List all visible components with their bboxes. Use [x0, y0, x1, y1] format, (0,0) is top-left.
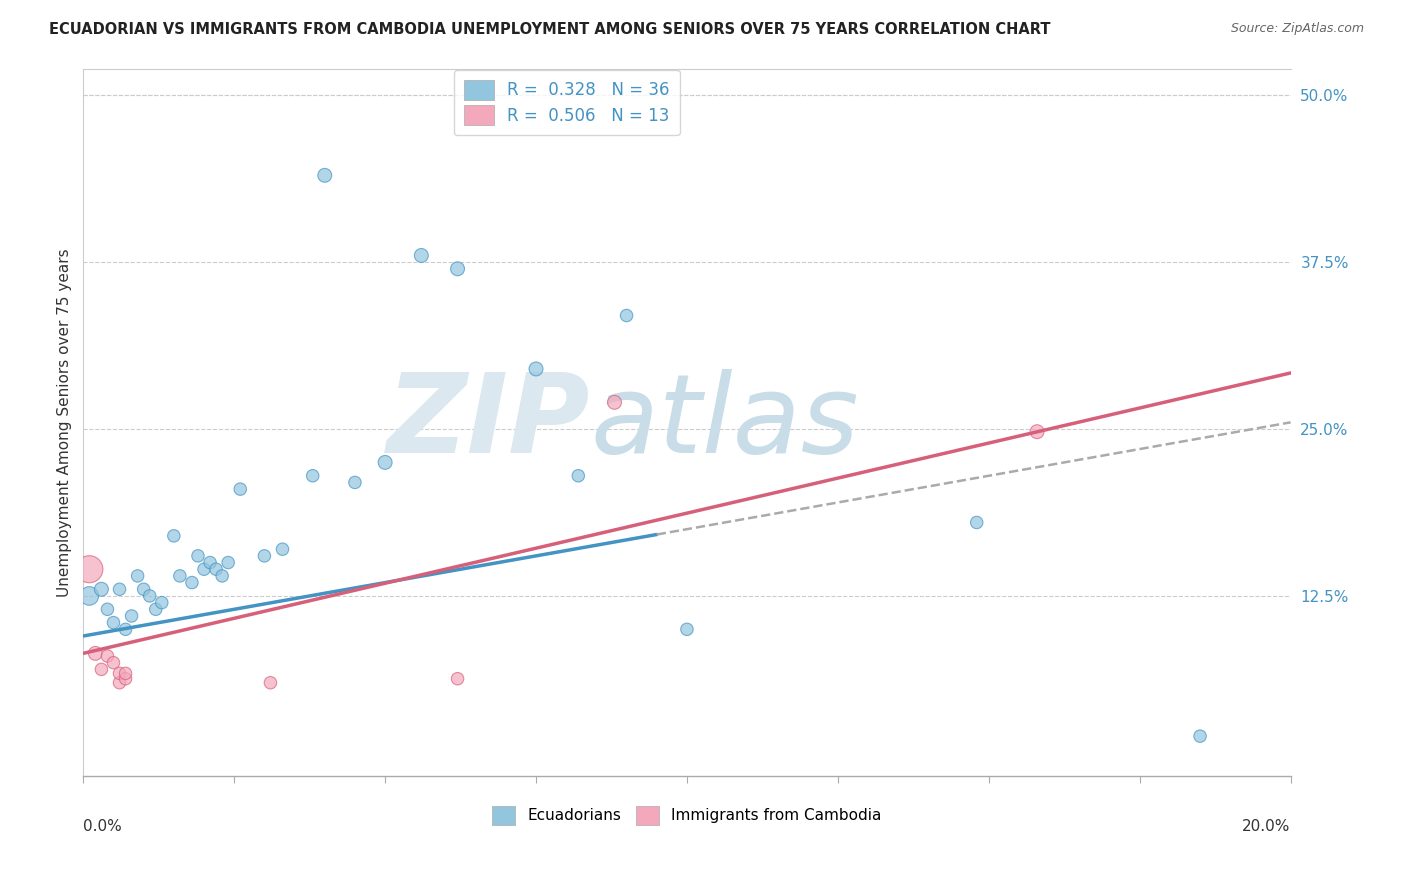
Point	[1189, 729, 1212, 743]
Point	[108, 666, 131, 681]
Point	[229, 482, 252, 496]
Point	[676, 623, 699, 637]
Point	[374, 455, 396, 469]
Point	[301, 468, 323, 483]
Point	[259, 675, 281, 690]
Point	[127, 569, 149, 583]
Point	[114, 672, 136, 686]
Point	[108, 675, 131, 690]
Point	[446, 261, 468, 276]
Point	[163, 529, 186, 543]
Point	[150, 596, 173, 610]
Point	[181, 575, 204, 590]
Text: ECUADORIAN VS IMMIGRANTS FROM CAMBODIA UNEMPLOYMENT AMONG SENIORS OVER 75 YEARS : ECUADORIAN VS IMMIGRANTS FROM CAMBODIA U…	[49, 22, 1050, 37]
Point	[193, 562, 215, 576]
Point	[96, 648, 118, 663]
Point	[603, 395, 626, 409]
Point	[211, 569, 233, 583]
Point	[138, 589, 160, 603]
Point	[121, 609, 143, 624]
Point	[446, 672, 468, 686]
Point	[198, 556, 221, 570]
Point	[114, 666, 136, 681]
Point	[103, 615, 125, 630]
Text: ZIP: ZIP	[387, 369, 591, 475]
Point	[79, 589, 101, 603]
Point	[271, 542, 294, 557]
Point	[84, 646, 107, 660]
Point	[411, 248, 433, 262]
Text: 0.0%: 0.0%	[83, 819, 122, 834]
Point	[90, 662, 112, 676]
Point	[524, 362, 547, 376]
Point	[96, 602, 118, 616]
Text: Source: ZipAtlas.com: Source: ZipAtlas.com	[1230, 22, 1364, 36]
Point	[616, 309, 638, 323]
Point	[314, 169, 336, 183]
Point	[343, 475, 366, 490]
Point	[79, 562, 101, 576]
Point	[169, 569, 191, 583]
Text: 20.0%: 20.0%	[1243, 819, 1291, 834]
Point	[145, 602, 167, 616]
Point	[205, 562, 228, 576]
Point	[217, 556, 239, 570]
Point	[103, 656, 125, 670]
Y-axis label: Unemployment Among Seniors over 75 years: Unemployment Among Seniors over 75 years	[58, 248, 72, 597]
Legend: Ecuadorians, Immigrants from Cambodia: Ecuadorians, Immigrants from Cambodia	[485, 798, 890, 832]
Text: atlas: atlas	[591, 369, 859, 475]
Point	[966, 516, 988, 530]
Point	[90, 582, 112, 597]
Point	[108, 582, 131, 597]
Point	[253, 549, 276, 563]
Point	[187, 549, 209, 563]
Point	[132, 582, 155, 597]
Point	[1026, 425, 1049, 439]
Point	[567, 468, 589, 483]
Point	[114, 623, 136, 637]
